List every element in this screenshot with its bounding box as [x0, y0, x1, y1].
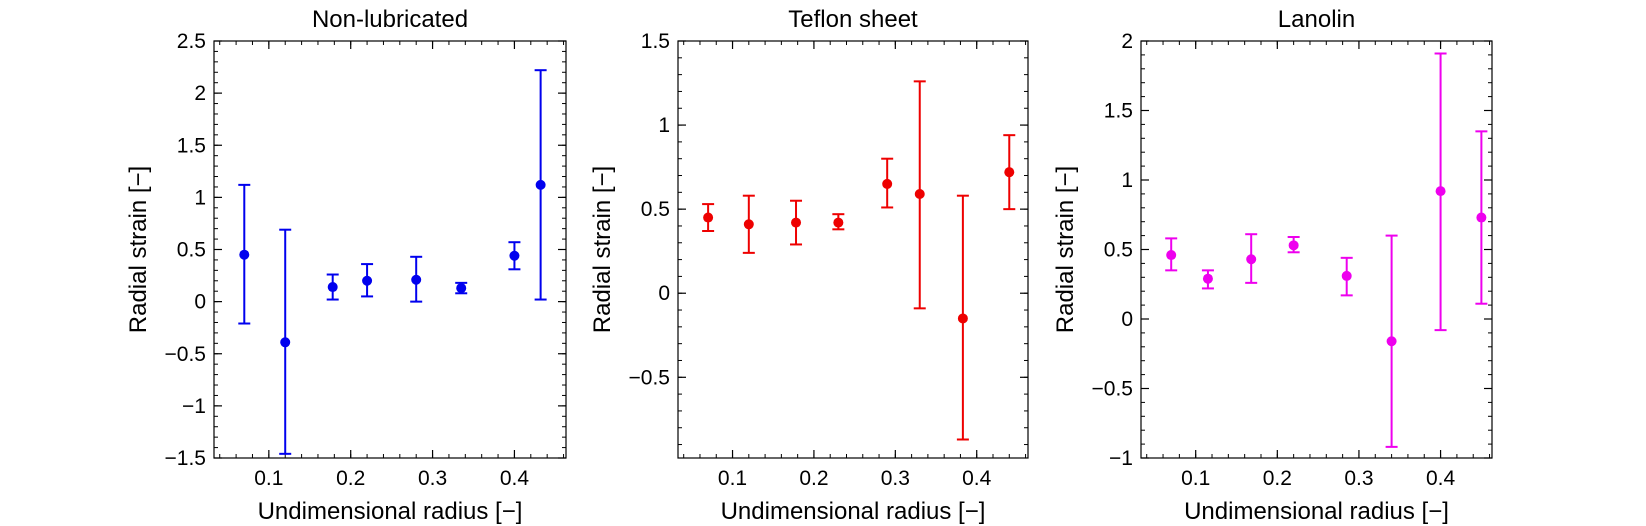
- chart-title: Non-lubricated: [312, 6, 468, 33]
- data-point-group: [361, 263, 374, 298]
- data-point: [833, 217, 844, 228]
- x-axis-label: Undimensional radius [−]: [1184, 498, 1449, 525]
- data-point-group: [956, 194, 969, 441]
- x-tick-label: 0.3: [881, 467, 910, 490]
- plot-frame: [213, 40, 567, 459]
- y-tick-label: 2.5: [177, 30, 206, 53]
- chart-title: Teflon sheet: [788, 6, 918, 33]
- data-point: [327, 282, 338, 293]
- y-tick-label: −1: [1109, 447, 1133, 470]
- data-point-group: [742, 194, 755, 254]
- data-point: [1435, 186, 1446, 197]
- chart-panel-2: 0.1 0.2 0.3 0.4 −0.5 0 0.5 1 1.5 Teflon sheet Undi…: [589, 6, 1029, 525]
- x-tick-label: 0.2: [799, 467, 828, 490]
- chart-panel-3: 0.1 0.2 0.3 0.4 −1 −0.5 0 0.5 1 1.5 2 Lanolin Undime…: [1052, 6, 1493, 525]
- y-tick-label: 1.5: [1104, 100, 1133, 123]
- y-tick-label: 0: [658, 282, 670, 305]
- data-point: [1341, 270, 1352, 281]
- data-point-group: [410, 255, 423, 303]
- y-axis-label: Radial strain [−]: [125, 166, 152, 333]
- y-tick-label: 1: [658, 114, 670, 137]
- y-axis-label: Radial strain [−]: [589, 166, 616, 333]
- plot-frame: [1140, 40, 1493, 459]
- data-point: [703, 212, 714, 223]
- data-point: [239, 249, 250, 260]
- y-tick-label: 0.5: [641, 198, 670, 221]
- data-point-group: [1287, 235, 1300, 254]
- data-point: [1288, 240, 1299, 251]
- data-point: [362, 275, 373, 286]
- y-tick-label: 1: [1121, 169, 1133, 192]
- x-tick-label: 0.3: [418, 467, 447, 490]
- data-point: [914, 189, 925, 200]
- y-tick-label: −1.5: [165, 447, 206, 470]
- data-point: [509, 250, 520, 261]
- data-point-group: [508, 241, 521, 271]
- data-point-group: [534, 69, 547, 301]
- y-tick-label: −1: [182, 395, 206, 418]
- data-point-group: [326, 273, 339, 301]
- x-tick-label: 0.3: [1344, 467, 1373, 490]
- data-point: [1004, 167, 1015, 178]
- data-point: [535, 179, 546, 190]
- data-point-group: [1003, 134, 1016, 211]
- y-tick-label: −0.5: [629, 366, 670, 389]
- x-axis-label: Undimensional radius [−]: [721, 498, 986, 525]
- x-tick-label: 0.4: [962, 467, 992, 490]
- data-point: [1386, 336, 1397, 347]
- data-point-group: [1245, 233, 1258, 284]
- y-tick-label: −0.5: [165, 343, 206, 366]
- y-tick-label: 2: [1121, 30, 1133, 53]
- data-point-group: [238, 183, 251, 325]
- x-tick-label: 0.2: [1263, 467, 1292, 490]
- data-point-group: [1475, 130, 1488, 305]
- y-tick-label: 0.5: [1104, 239, 1133, 262]
- data-point-group: [881, 157, 894, 209]
- data-point: [1202, 273, 1213, 284]
- data-point-group: [913, 80, 926, 310]
- data-point-group: [1201, 269, 1214, 290]
- data-point-group: [279, 228, 292, 455]
- data-point: [456, 283, 467, 294]
- data-point-group: [1340, 256, 1353, 297]
- x-tick-label: 0.4: [500, 467, 530, 490]
- y-axis-label: Radial strain [−]: [1052, 166, 1079, 333]
- data-point-group: [702, 203, 715, 233]
- y-tick-label: −0.5: [1092, 378, 1133, 401]
- x-axis-label: Undimensional radius [−]: [258, 498, 523, 525]
- data-point-group: [832, 213, 845, 231]
- data-point: [1166, 250, 1177, 261]
- y-tick-label: 0: [194, 291, 206, 314]
- data-point: [791, 217, 802, 228]
- data-point-group: [1385, 234, 1398, 448]
- y-tick-label: 1.5: [641, 30, 670, 53]
- data-point: [882, 178, 893, 189]
- plot-frame: [677, 40, 1029, 459]
- y-tick-label: 2: [194, 82, 206, 105]
- chart-title: Lanolin: [1278, 6, 1355, 33]
- x-tick-label: 0.2: [336, 467, 365, 490]
- y-tick-label: 1.5: [177, 134, 206, 157]
- data-point: [1246, 254, 1257, 265]
- data-point-group: [1165, 237, 1178, 272]
- x-tick-label: 0.1: [254, 467, 283, 490]
- data-point: [411, 274, 422, 285]
- data-point: [280, 337, 291, 348]
- x-tick-label: 0.1: [718, 467, 747, 490]
- chart-panel-1: 0.1 0.2 0.3 0.4 −1.5 −1 −0.5 0 0.5 1 1.5 2 2.5 Non-lu…: [125, 6, 567, 525]
- x-tick-label: 0.4: [1426, 467, 1456, 490]
- y-tick-label: 1: [194, 186, 206, 209]
- x-tick-label: 0.1: [1181, 467, 1210, 490]
- data-point-group: [455, 281, 468, 295]
- data-point: [743, 219, 754, 230]
- data-point: [957, 313, 968, 324]
- y-tick-label: 0: [1121, 308, 1133, 331]
- data-point-group: [790, 199, 803, 246]
- y-tick-label: 0.5: [177, 239, 206, 262]
- data-point: [1476, 212, 1487, 223]
- data-point-group: [1434, 52, 1447, 332]
